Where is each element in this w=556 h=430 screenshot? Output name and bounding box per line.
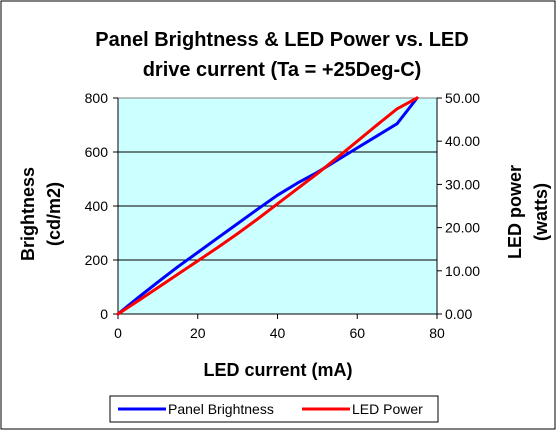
tick-labels: 02004006008000.0010.0020.0030.0040.0050.… xyxy=(85,90,481,341)
y-left-tick-label: 800 xyxy=(85,90,109,106)
legend-label-panel-brightness: Panel Brightness xyxy=(168,401,274,417)
y-right-tick-label: 0.00 xyxy=(445,306,472,322)
y-right-tick-label: 20.00 xyxy=(445,220,480,236)
y-right-axis-title-line1: LED power xyxy=(505,165,525,259)
x-tick-label: 40 xyxy=(270,325,286,341)
series-line-led-power xyxy=(116,96,419,316)
y-right-tick-label: 40.00 xyxy=(445,133,480,149)
y-left-tick-label: 400 xyxy=(85,198,109,214)
x-tick-label: 0 xyxy=(114,325,122,341)
y-right-tick-label: 30.00 xyxy=(445,176,480,192)
y-right-tick-label: 10.00 xyxy=(445,263,480,279)
y-left-tick-label: 600 xyxy=(85,144,109,160)
y-right-tick-label: 50.00 xyxy=(445,90,480,106)
chart-title-line2: drive current (Ta = +25Deg-C) xyxy=(143,59,422,81)
y-left-tick-label: 0 xyxy=(100,306,108,322)
grid-lines xyxy=(118,151,437,261)
y-left-axis-title-line1: Brightness xyxy=(18,167,38,261)
y-right-axis-title-line2: (watts) xyxy=(531,183,551,241)
chart-title-line1: Panel Brightness & LED Power vs. LED xyxy=(95,29,468,51)
x-tick-label: 20 xyxy=(190,325,206,341)
series-line-panel-brightness xyxy=(116,96,419,316)
x-axis-title: LED current (mA) xyxy=(203,360,352,380)
series-layer xyxy=(116,96,419,316)
legend-label-led-power: LED Power xyxy=(352,401,423,417)
y-left-axis-title-line2: (cd/m2) xyxy=(44,182,64,246)
x-tick-label: 80 xyxy=(429,325,445,341)
y-left-tick-label: 200 xyxy=(85,252,109,268)
legend: Panel Brightness LED Power xyxy=(109,395,439,423)
x-tick-label: 60 xyxy=(349,325,365,341)
